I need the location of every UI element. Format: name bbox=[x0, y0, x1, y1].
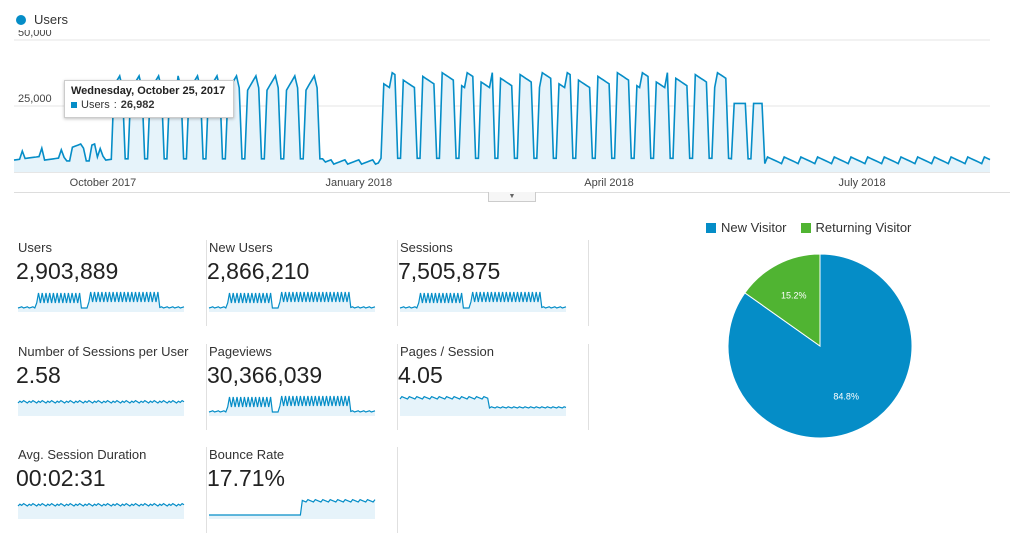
metric-label: Pages / Session bbox=[400, 344, 494, 359]
metric-value: 4.05 bbox=[398, 362, 443, 388]
pie-slice-new-visitor[interactable] bbox=[727, 253, 913, 439]
metric-tile-pages-session[interactable]: Pages / Session 4.05 bbox=[398, 344, 589, 430]
sparkline-line bbox=[17, 502, 185, 507]
metric-label: Bounce Rate bbox=[209, 447, 285, 462]
x-tick-label: October 2017 bbox=[70, 177, 137, 189]
tooltip-value: 26,982 bbox=[120, 99, 155, 111]
new-visitor-label: New Visitor bbox=[721, 220, 787, 235]
metric-label: New Users bbox=[209, 240, 273, 255]
metric-sparkline bbox=[208, 291, 376, 312]
metric-sparkline bbox=[208, 395, 376, 416]
metric-sparkline bbox=[399, 395, 567, 416]
sparkline-area bbox=[400, 396, 566, 416]
sparkline-area bbox=[209, 499, 375, 519]
sparkline-line bbox=[209, 498, 376, 516]
metric-label: Avg. Session Duration bbox=[18, 447, 147, 462]
sparkline-line bbox=[399, 395, 567, 409]
pie-legend-returning-visitor[interactable]: Returning Visitor bbox=[800, 220, 912, 235]
pie-slice-returning-visitor[interactable] bbox=[744, 253, 821, 347]
chevron-down-icon: ▼ bbox=[508, 193, 516, 200]
tooltip-series-name: Users bbox=[81, 99, 110, 111]
metric-sparkline bbox=[209, 498, 376, 519]
metric-value: 2,866,210 bbox=[207, 258, 310, 284]
chart-tooltip: Wednesday, October 25, 2017 Users: 26,98… bbox=[64, 80, 234, 118]
sparkline-line bbox=[399, 291, 567, 309]
metric-tile-new-users[interactable]: New Users 2,866,210 bbox=[207, 240, 398, 326]
x-tick-label: July 2018 bbox=[839, 177, 886, 189]
metric-tile-number-of-sessions-per-user[interactable]: Number of Sessions per User 2.58 bbox=[16, 344, 207, 430]
users-timeline-chart[interactable]: 50,000 25,000 October 2017 January 2018 Apr… bbox=[0, 30, 1022, 195]
metric-sparkline bbox=[17, 399, 185, 416]
users-legend-dot bbox=[16, 14, 26, 25]
sparkline-line bbox=[17, 291, 185, 309]
x-tick-label: April 2018 bbox=[584, 177, 634, 189]
metric-label: Pageviews bbox=[209, 344, 272, 359]
returning-visitor-label: Returning Visitor bbox=[815, 220, 912, 235]
tooltip-series-swatch bbox=[71, 102, 77, 108]
metric-value: 17.71% bbox=[207, 465, 286, 491]
metric-value: 00:02:31 bbox=[16, 465, 106, 491]
timeline-legend[interactable]: Users bbox=[16, 12, 68, 27]
metric-value: 7,505,875 bbox=[398, 258, 501, 284]
tooltip-date: Wednesday, October 25, 2017 bbox=[71, 85, 226, 97]
sparkline-line bbox=[208, 395, 376, 413]
collapse-chart-toggle[interactable]: ▼ bbox=[488, 192, 536, 202]
metric-label: Users bbox=[18, 240, 52, 255]
metric-value: 2.58 bbox=[16, 362, 61, 388]
tooltip-row: Users: 26,982 bbox=[71, 99, 227, 111]
metric-sparkline bbox=[399, 291, 567, 312]
metric-tile-users[interactable]: Users 2,903,889 bbox=[16, 240, 207, 326]
returning-visitor-swatch bbox=[800, 222, 811, 233]
metric-value: 2,903,889 bbox=[16, 258, 119, 284]
users-legend-label: Users bbox=[34, 12, 68, 27]
sparkline-area bbox=[18, 503, 184, 519]
metric-sparkline bbox=[17, 502, 185, 519]
metric-tile-avg-session-duration[interactable]: Avg. Session Duration 00:02:31 bbox=[16, 447, 207, 533]
metric-label: Number of Sessions per User bbox=[18, 344, 189, 359]
visitor-type-pie-chart[interactable]: 84.8% 15.2% bbox=[720, 246, 920, 446]
metric-tile-bounce-rate[interactable]: Bounce Rate 17.71% bbox=[207, 447, 398, 533]
sparkline-line bbox=[17, 399, 185, 404]
users-series-area bbox=[14, 72, 990, 172]
pie-legend: New Visitor Returning Visitor bbox=[706, 220, 911, 235]
pie-slice-label: 84.8% bbox=[833, 392, 859, 402]
y-tick-label: 50,000 bbox=[18, 30, 52, 39]
metric-value: 30,366,039 bbox=[207, 362, 323, 388]
metric-label: Sessions bbox=[400, 240, 453, 255]
pie-slice-label: 15.2% bbox=[781, 290, 807, 300]
metric-tile-pageviews[interactable]: Pageviews 30,366,039 bbox=[207, 344, 398, 430]
sparkline-area bbox=[18, 400, 184, 416]
pie-legend-new-visitor[interactable]: New Visitor bbox=[706, 220, 787, 235]
x-tick-label: January 2018 bbox=[325, 177, 392, 189]
sparkline-line bbox=[208, 291, 376, 309]
metric-sparkline bbox=[17, 291, 185, 312]
y-tick-label: 25,000 bbox=[18, 93, 52, 105]
new-visitor-swatch bbox=[706, 222, 716, 233]
metric-tile-sessions[interactable]: Sessions 7,505,875 bbox=[398, 240, 589, 326]
